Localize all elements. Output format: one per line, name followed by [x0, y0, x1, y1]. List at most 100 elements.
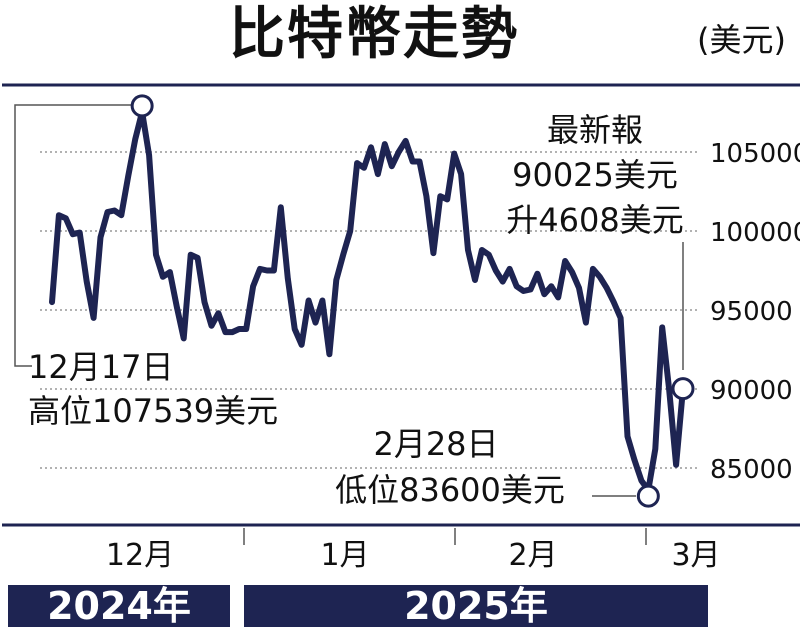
data-point	[639, 479, 643, 483]
data-point	[320, 299, 324, 302]
data-point	[424, 194, 428, 198]
data-point	[473, 278, 477, 282]
data-point	[549, 284, 553, 288]
high-value-label: 高位107539美元	[28, 392, 278, 430]
chart-canvas: 85000 90000 95000 100000 105000 12月 1月 2月 3月 12…	[2, 83, 800, 573]
data-point	[605, 286, 609, 290]
data-point	[466, 248, 470, 252]
data-point	[626, 434, 629, 438]
data-point	[431, 251, 435, 255]
data-point	[563, 259, 567, 263]
data-point	[494, 269, 498, 272]
data-point	[445, 197, 449, 201]
data-point	[404, 139, 408, 143]
data-point	[674, 463, 678, 467]
data-point	[147, 153, 151, 157]
data-point	[369, 145, 373, 149]
data-point	[182, 336, 186, 340]
data-point	[71, 232, 75, 236]
data-point	[529, 288, 532, 291]
data-point	[334, 278, 338, 282]
data-point	[106, 210, 109, 214]
data-point	[480, 248, 484, 252]
low-value-label: 低位83600美元	[335, 471, 565, 509]
y-tick-label: 95000	[710, 297, 793, 327]
data-point	[341, 253, 345, 257]
latest-title-label: 最新報	[547, 111, 643, 149]
data-point	[577, 286, 581, 290]
chart-title: 比特幣走勢	[229, 2, 519, 67]
data-point	[210, 324, 213, 328]
y-tick-label: 105000	[710, 139, 800, 169]
y-tick-labels: 85000 90000 95000 100000 105000	[710, 139, 800, 485]
data-point	[279, 205, 283, 209]
x-tick-label: 12月	[106, 538, 174, 573]
data-point	[591, 267, 595, 271]
y-tick-label: 85000	[710, 455, 793, 485]
data-point	[293, 327, 297, 331]
data-point	[203, 300, 206, 304]
data-point	[355, 161, 359, 165]
data-point	[619, 316, 623, 320]
data-point	[300, 343, 304, 347]
data-point	[133, 137, 137, 141]
data-point	[535, 272, 539, 276]
data-point	[660, 325, 664, 329]
data-point	[78, 231, 82, 235]
data-point	[272, 269, 276, 272]
high-marker	[130, 94, 154, 118]
data-point	[258, 267, 262, 271]
low-date-label: 2月28日	[373, 425, 498, 463]
data-point	[99, 235, 102, 239]
data-point	[584, 321, 588, 325]
data-point	[508, 267, 512, 271]
price-series-line	[49, 108, 686, 494]
data-point	[175, 305, 179, 309]
data-point	[487, 253, 491, 257]
x-tick-labels: 12月 1月 2月 3月	[106, 538, 721, 573]
chart-header: 比特幣走勢 (美元)	[0, 0, 800, 70]
data-point	[64, 216, 68, 220]
data-point	[154, 253, 158, 257]
year-label-2024: 2024年	[8, 585, 230, 627]
data-point	[383, 142, 387, 146]
data-point	[522, 289, 525, 293]
latest-marker	[671, 377, 695, 401]
data-point	[196, 256, 200, 260]
x-tick-label: 2月	[508, 538, 557, 573]
high-date-label: 12月17日	[28, 348, 173, 386]
data-points	[50, 110, 685, 492]
data-point	[85, 280, 89, 284]
data-point	[244, 327, 248, 331]
high-leader-line	[14, 104, 136, 367]
data-point	[653, 447, 657, 451]
y-tick-label: 90000	[710, 376, 793, 406]
data-point	[452, 152, 456, 156]
data-point	[230, 330, 234, 334]
data-point	[556, 295, 560, 299]
data-point	[50, 300, 54, 304]
data-point	[189, 253, 193, 257]
data-point	[216, 311, 220, 315]
data-point	[612, 300, 616, 304]
data-point	[126, 174, 130, 178]
data-point	[515, 284, 519, 288]
latest-change-label: 升4608美元	[506, 201, 683, 239]
data-point	[168, 270, 172, 274]
data-point	[438, 194, 442, 198]
data-point	[161, 275, 165, 279]
data-point	[119, 213, 123, 217]
latest-price-label: 90025美元	[512, 156, 678, 194]
data-point	[667, 387, 671, 391]
data-point	[459, 172, 463, 176]
y-tick-label: 100000	[710, 218, 800, 248]
data-point	[362, 166, 366, 170]
data-point	[570, 270, 574, 274]
data-point	[397, 150, 401, 154]
data-point	[237, 327, 241, 331]
data-point	[286, 276, 290, 280]
low-marker	[636, 484, 660, 508]
x-tick-label: 1月	[320, 538, 369, 573]
data-point	[390, 164, 394, 168]
data-point	[542, 292, 546, 296]
